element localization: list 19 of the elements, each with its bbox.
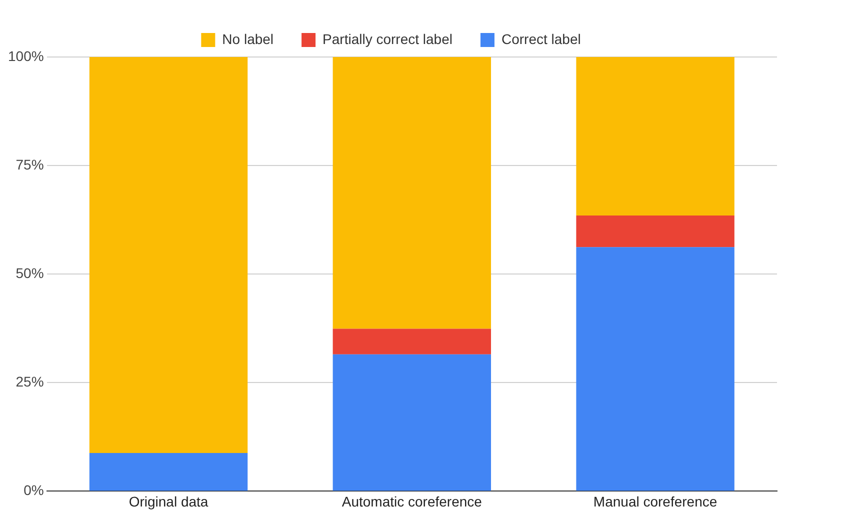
bar [89,452,248,491]
legend-label: No label [222,30,274,47]
bar [89,57,248,453]
bar [576,215,734,248]
legend-label: Correct label [501,30,581,47]
bar [332,354,492,491]
x-tick-label: Automatic coreference [342,493,482,510]
y-tick-label: 0% [24,482,44,498]
bar [576,247,734,491]
y-tick-label: 50% [16,264,44,281]
legend-label: Partially correct label [322,30,452,47]
bar [576,57,734,216]
y-tick-label: 100% [8,48,44,64]
bar [332,57,492,329]
y-tick-label: 75% [16,156,44,172]
x-tick-label: Original data [128,493,208,510]
bar [332,328,492,354]
x-tick-label: Manual coreference [593,493,718,510]
y-tick-label: 25% [16,374,44,390]
